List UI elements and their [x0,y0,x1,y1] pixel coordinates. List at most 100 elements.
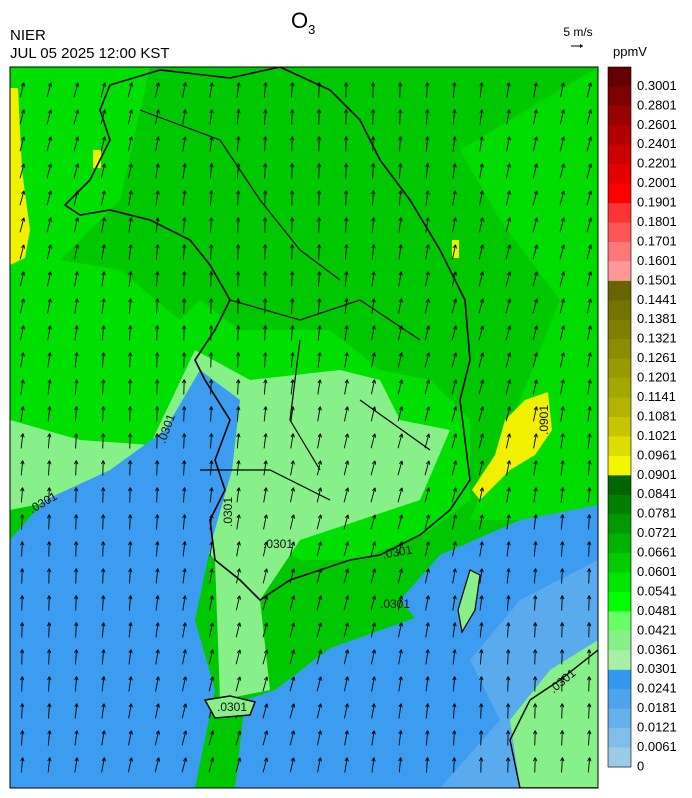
wind-arrow [533,487,538,503]
legend-swatch [608,572,631,593]
wind-arrow [46,217,53,233]
wind-arrow [263,487,268,503]
wind-arrow [208,649,215,665]
wind-arrow [425,217,430,233]
wind-arrow [398,676,403,692]
wind-arrow [316,136,322,152]
wind-arrow [559,217,566,233]
wind-arrow [263,460,268,476]
wind-arrow [317,109,322,125]
wind-arrow [398,271,403,287]
contour-label: .0301 [380,597,410,611]
wind-arrow [127,757,133,773]
legend-swatch [608,125,631,146]
legend-label: 0.1381 [637,311,677,326]
wind-arrow [74,595,79,611]
wind-arrow [344,703,349,719]
field-high-west [10,88,30,265]
wind-arrow [451,514,457,530]
wind-arrow [209,82,214,98]
wind-arrow [74,244,79,260]
wind-arrow [128,271,133,287]
wind-arrow [236,406,241,422]
wind-arrow [209,433,214,449]
legend-swatch [608,475,631,496]
wind-arrow [128,568,133,584]
wind-arrow [20,676,25,692]
wind-arrow [398,730,403,746]
wind-arrow [101,622,106,638]
wind-arrow [263,136,268,152]
wind-arrow [236,82,241,98]
wind-arrow [209,163,214,179]
wind-arrow [289,190,295,206]
wind-arrow [100,460,106,476]
wind-arrow [452,595,457,611]
wind-arrow [236,217,241,233]
wind-arrow [316,541,323,557]
wind-arrow [343,136,349,152]
wind-arrow [46,595,52,611]
wind-arrow [262,649,269,665]
legend-label: 0.0481 [637,603,677,618]
wind-arrow [46,109,53,125]
wind-arrow [154,379,160,395]
wind-arrow [425,649,430,665]
wind-arrow [209,595,214,611]
legend-swatch [608,67,631,87]
wind-arrow [478,217,485,233]
wind-arrow [155,244,160,260]
legend-label: 0.1141 [637,389,676,404]
wind-arrow [100,487,106,503]
wind-arrow [73,109,80,125]
wind-arrow [101,271,106,287]
wind-arrow [559,649,565,665]
wind-arrow [46,244,53,260]
wind-arrow [263,325,268,341]
wind-arrow [316,622,323,638]
wind-arrow [20,487,25,503]
wind-arrow [371,244,376,260]
wind-arrow [235,676,242,692]
wind-arrow [317,217,322,233]
wind-arrow [208,325,214,341]
wind-arrow [262,541,268,557]
wind-arrow [479,595,484,611]
title-base: O [291,8,308,33]
wind-arrow [587,352,592,368]
wind-arrow [587,487,592,503]
legend-label: 0.1501 [637,272,677,287]
wind-arrow [19,622,25,638]
wind-arrow [560,514,565,530]
wind-arrow [397,514,404,530]
wind-arrow [100,136,107,152]
wind-arrow [559,325,566,341]
wind-arrow [343,514,350,530]
wind-arrow [101,298,106,314]
title: O3 [291,8,315,37]
wind-arrow [155,568,160,584]
wind-arrow [398,109,403,125]
wind-arrow [101,676,106,692]
contour-label: .0301 [381,543,413,562]
wind-arrow [343,433,350,449]
wind-arrow [587,568,592,584]
legend-swatch [608,319,631,340]
wind-arrow [506,514,511,530]
wind-arrow [47,460,52,476]
wind-arrow [290,325,295,341]
wind-arrow [262,757,269,773]
wind-arrow [154,82,161,98]
wind-arrow [290,487,295,503]
wind-arrow [128,595,133,611]
wind-arrow [73,541,79,557]
wind-arrow [182,163,187,179]
wind-arrow [47,487,52,503]
wind-arrow [101,244,106,260]
wind-arrow [587,730,592,746]
wind-arrow [128,541,133,557]
wind-arrow [262,676,269,692]
wind-arrow [505,406,512,422]
wind-arrow [506,676,511,692]
wind-arrow [479,109,484,125]
